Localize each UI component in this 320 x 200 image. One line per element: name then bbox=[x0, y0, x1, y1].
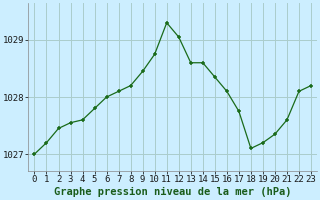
X-axis label: Graphe pression niveau de la mer (hPa): Graphe pression niveau de la mer (hPa) bbox=[54, 187, 292, 197]
